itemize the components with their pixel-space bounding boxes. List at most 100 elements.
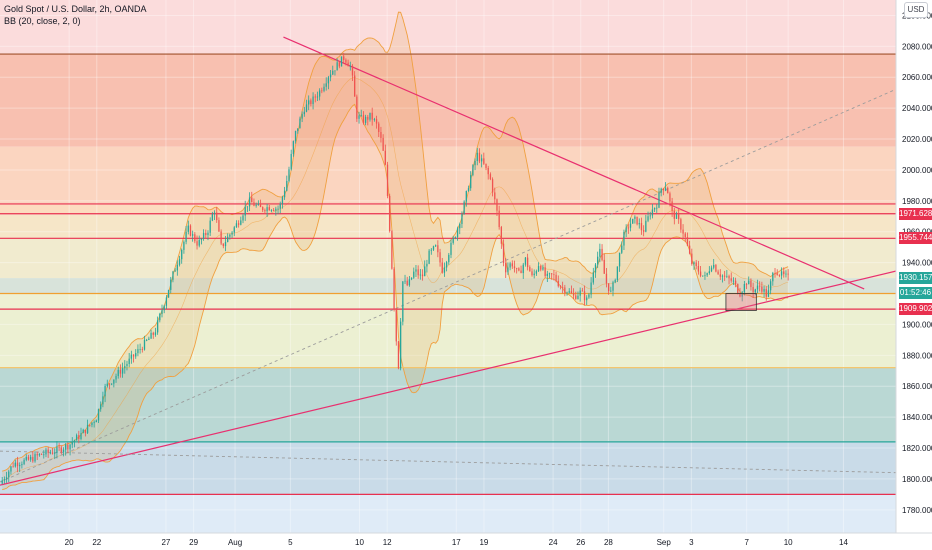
indicator-title[interactable]: BB (20, close, 2, 0) (4, 16, 81, 26)
candle-body (89, 424, 91, 426)
candle-body (691, 253, 693, 265)
candle-body (575, 295, 577, 299)
candle-body (60, 447, 62, 453)
candle-body (213, 212, 216, 215)
candle-body (308, 100, 310, 105)
candle-body (301, 114, 303, 119)
candle-body (389, 195, 391, 232)
price-tag: 1930.157 (899, 271, 932, 284)
candle-body (673, 210, 675, 219)
time-axis-label: 10 (355, 538, 364, 547)
candle-body (305, 104, 308, 112)
candle-body (97, 409, 100, 421)
candle-body (765, 289, 767, 297)
candle-body (397, 341, 400, 369)
candle-body (454, 237, 457, 239)
candle-body (244, 206, 246, 216)
candle-body (283, 190, 286, 198)
candle-body (178, 259, 181, 265)
candle-body (268, 207, 270, 211)
price-axis-label: 1780.000 (902, 506, 932, 515)
symbol-title[interactable]: Gold Spot / U.S. Dollar, 2h, OANDA (4, 4, 147, 14)
candle-body (748, 280, 750, 285)
candle-body (542, 267, 544, 270)
candle-body (474, 160, 476, 166)
candle-body (141, 349, 143, 350)
candle-body (192, 234, 194, 236)
annotation-box (725, 293, 757, 311)
candle-body (737, 284, 739, 294)
candle-body (367, 116, 369, 120)
candle-body (756, 285, 759, 290)
price-tag: 1909.902 (899, 303, 932, 316)
candle-body (699, 271, 702, 276)
candle-body (32, 456, 34, 462)
candle-body (106, 383, 108, 386)
candle-body (686, 237, 689, 246)
candle-body (524, 257, 527, 265)
candle-body (185, 231, 187, 242)
candle-body (200, 238, 203, 240)
candle-body (117, 369, 119, 377)
time-axis-label: 17 (452, 538, 461, 547)
candle-body (605, 273, 608, 284)
candle-body (599, 248, 601, 257)
candle-body (439, 252, 441, 263)
candle-body (8, 471, 10, 478)
candle-body (23, 459, 25, 465)
price-tag: 1971.628 (899, 207, 932, 220)
candle-body (594, 264, 597, 273)
candle-body (108, 383, 111, 385)
candle-body (187, 225, 189, 232)
time-axis-label: 22 (92, 538, 101, 547)
candle-body (12, 466, 14, 468)
candle-body (763, 289, 765, 292)
candle-body (406, 280, 408, 286)
candle-body (65, 444, 67, 450)
time-axis-label: 5 (288, 538, 293, 547)
candle-body (467, 188, 470, 192)
candle-body (310, 100, 312, 105)
candle-body (537, 266, 540, 272)
candle-body (137, 349, 139, 354)
price-zone (0, 214, 896, 240)
price-tag: 1955.744 (899, 232, 932, 245)
candle-body (25, 456, 27, 460)
candle-body (430, 249, 432, 251)
candle-body (356, 96, 358, 119)
candle-body (496, 199, 498, 211)
candle-body (483, 158, 485, 164)
candle-body (463, 201, 465, 214)
candle-body (58, 446, 60, 448)
trendline (0, 269, 899, 486)
candle-body (616, 266, 619, 280)
currency-button[interactable]: USD (904, 2, 928, 18)
candle-body (327, 77, 330, 84)
candle-body (294, 130, 297, 142)
candle-body (769, 281, 772, 291)
candle-body (452, 238, 454, 243)
price-axis-label: 1960.000 (902, 228, 932, 237)
candle-body (10, 466, 12, 472)
candle-body (167, 289, 170, 298)
candle-body (91, 422, 93, 426)
candle-body (601, 248, 603, 260)
candle-body (636, 216, 638, 225)
candle-body (721, 275, 724, 277)
time-axis-label: Aug (228, 538, 242, 547)
price-zone (0, 441, 896, 495)
candle-body (336, 62, 338, 71)
price-zone (0, 367, 896, 442)
candle-body (318, 90, 321, 97)
candle-body (642, 230, 645, 232)
candle-body (487, 167, 489, 175)
candle-body (231, 232, 233, 235)
candle-body (146, 339, 148, 341)
candle-body (726, 275, 728, 277)
candle-body (557, 280, 559, 287)
candle-body (347, 62, 349, 67)
candle-body (150, 332, 152, 339)
candle-body (566, 292, 568, 294)
candle-body (750, 280, 752, 288)
